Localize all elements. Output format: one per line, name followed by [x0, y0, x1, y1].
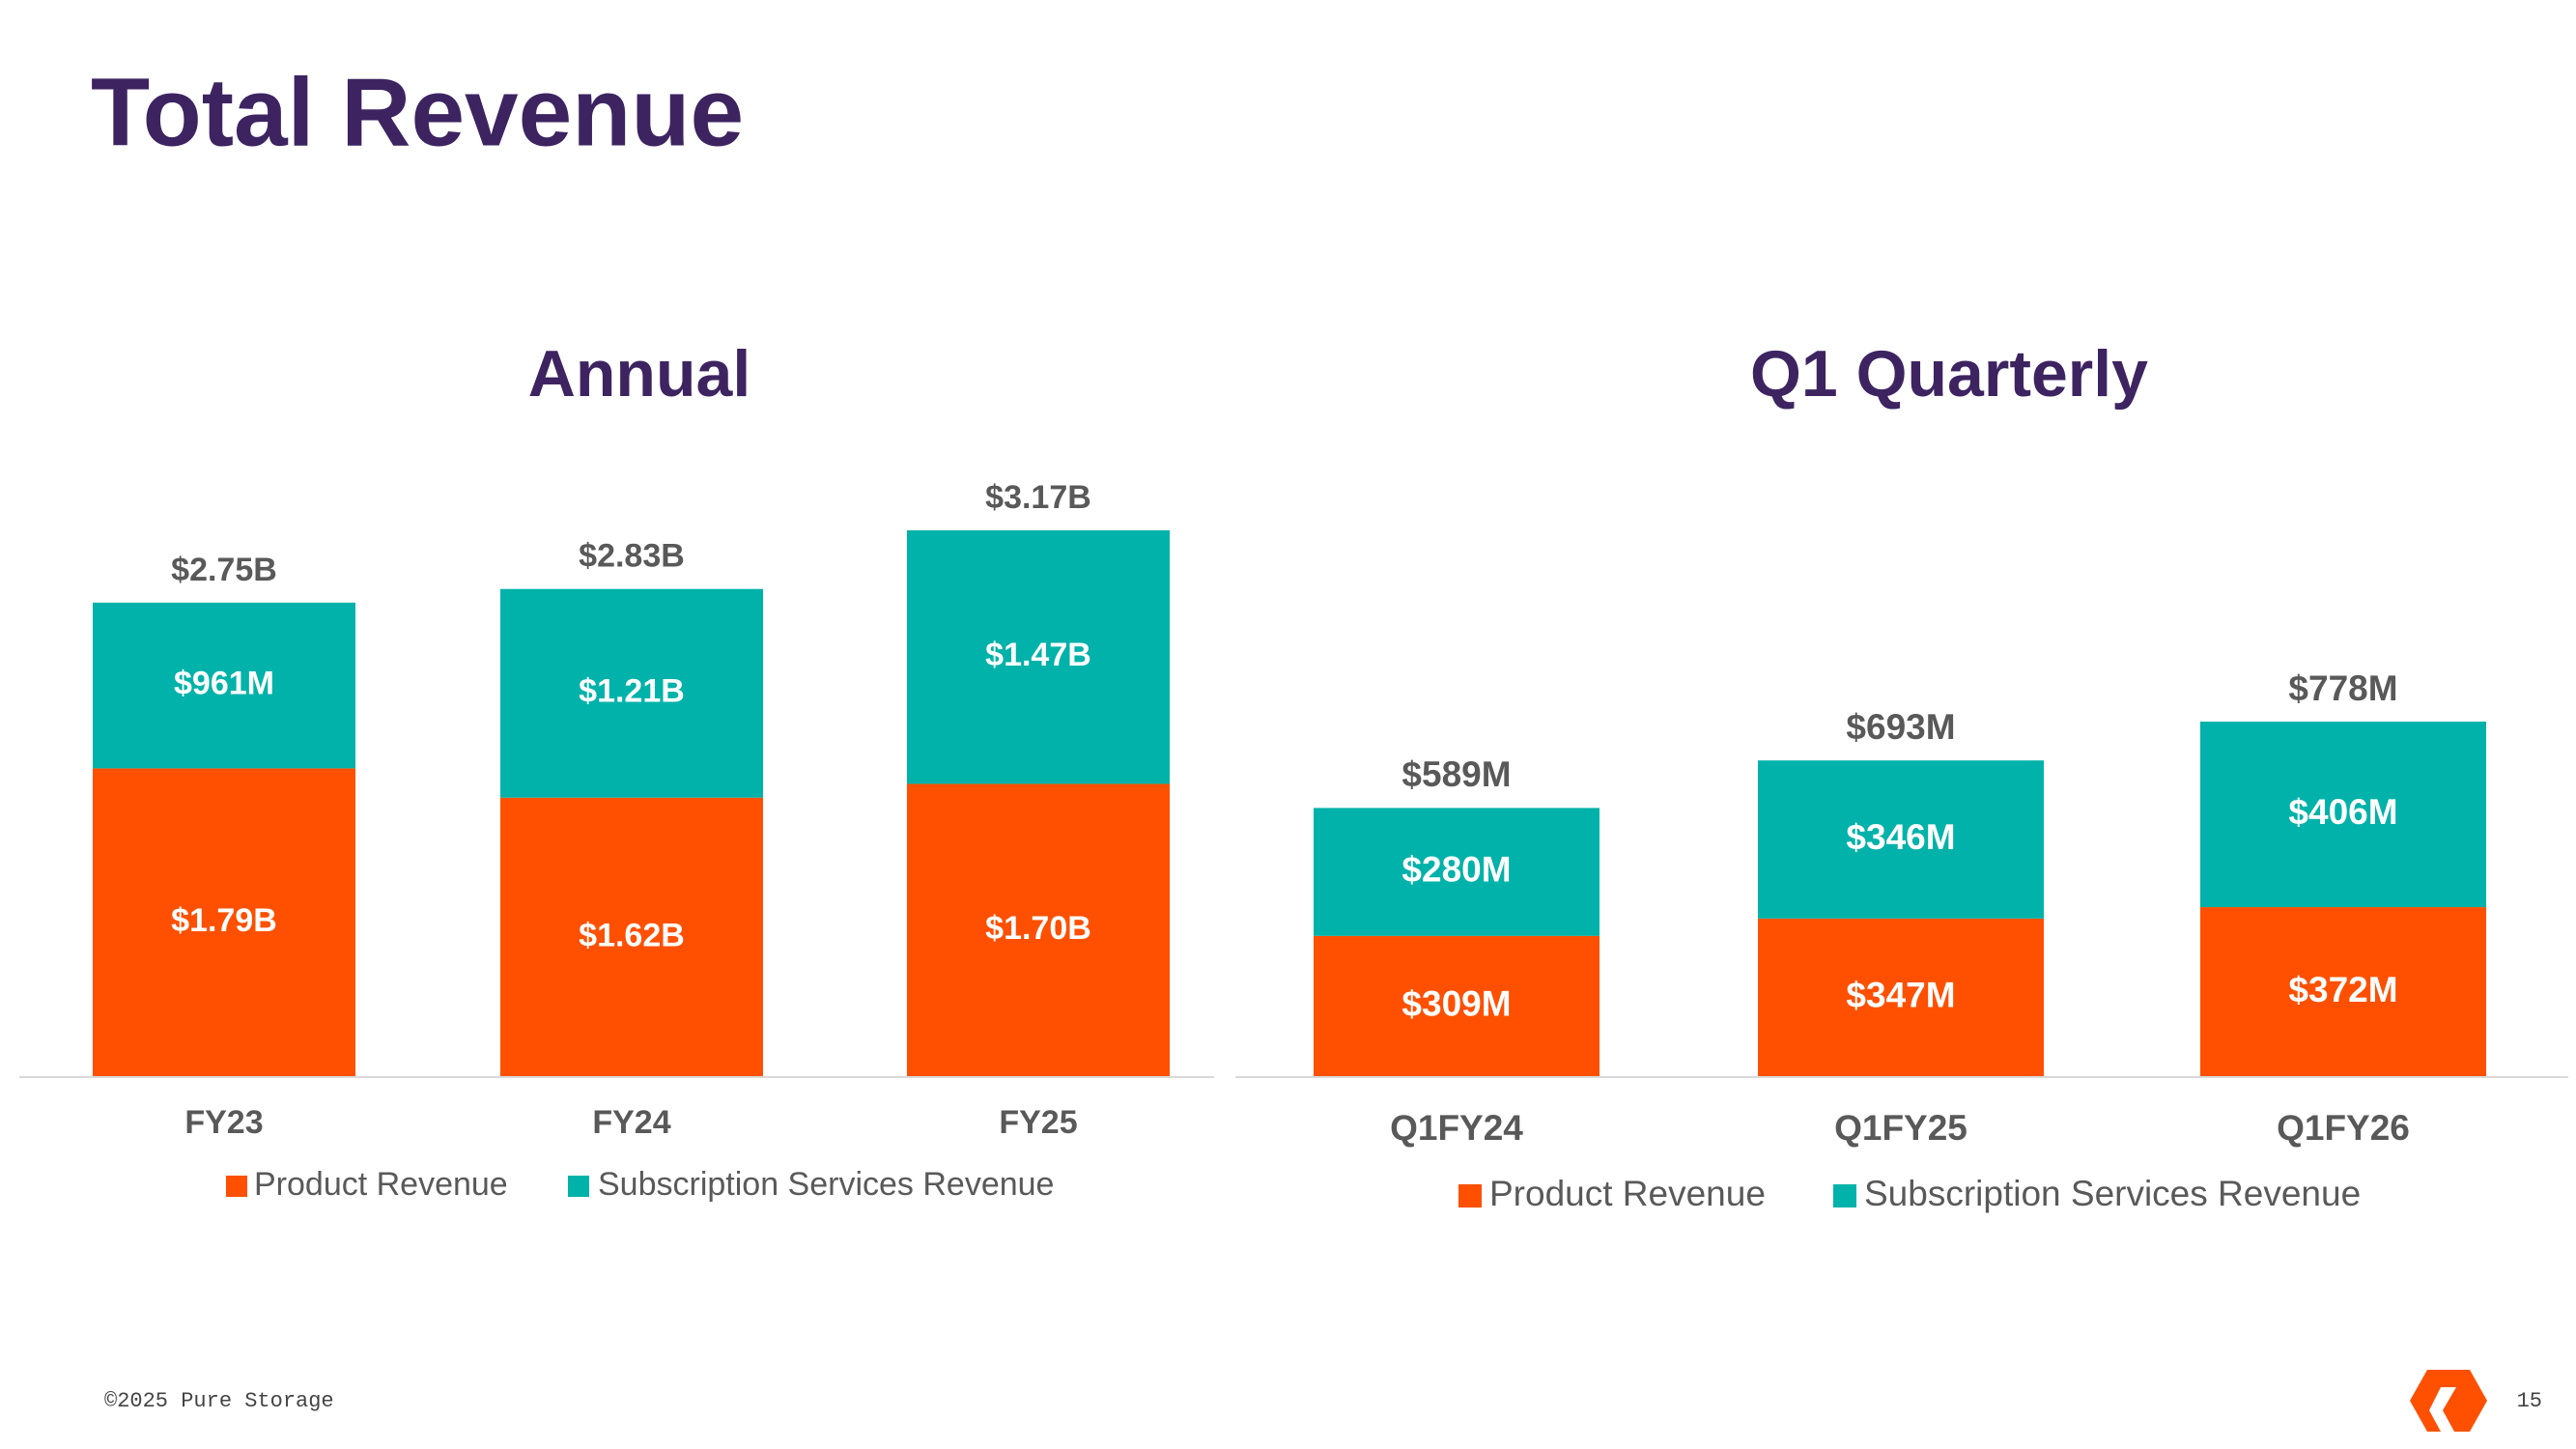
x-tick-label: FY23: [184, 1104, 263, 1141]
legend-swatch: [1833, 1184, 1856, 1208]
legend-label: Product Revenue: [1489, 1174, 1766, 1213]
segment-label: $347M: [1846, 976, 1955, 1015]
total-label: $589M: [1401, 754, 1511, 794]
bar-segment: [500, 588, 763, 798]
bar-segment: [93, 768, 355, 1077]
segment-label: $1.62B: [579, 917, 685, 953]
segment-label: $372M: [2288, 970, 2397, 1009]
segment-label: $346M: [1846, 817, 1955, 857]
chart: Annual $1.79B $961M $2.75B FY23 $1.62B $1.21B $…: [19, 337, 1214, 1203]
bar-segment: [500, 797, 763, 1077]
x-tick-label: Q1FY25: [1834, 1108, 1967, 1148]
total-label: $778M: [2288, 668, 2397, 708]
total-label: $2.75B: [171, 552, 277, 588]
total-label: $693M: [1846, 707, 1955, 747]
bar-segment: [1758, 918, 2044, 1077]
segment-label: $1.47B: [985, 637, 1091, 673]
segment-label: $280M: [1401, 849, 1511, 889]
bar-segment: [907, 530, 1170, 784]
legend-label: Subscription Services Revenue: [1864, 1174, 2361, 1213]
slide-title: Total Revenue: [91, 58, 744, 166]
x-tick-label: FY24: [592, 1104, 670, 1141]
page-number: 15: [2517, 1389, 2542, 1413]
x-tick-label: Q1FY24: [1390, 1108, 1523, 1148]
segment-label: $406M: [2288, 792, 2397, 832]
bar-segment: [2200, 722, 2486, 908]
bar-segment: [1314, 808, 1599, 936]
bar-segment: [93, 602, 355, 769]
bar-segment: [907, 783, 1170, 1077]
legend-label: Subscription Services Revenue: [598, 1166, 1054, 1203]
x-tick-label: Q1FY26: [2277, 1108, 2410, 1148]
chart-title: Annual: [528, 337, 750, 411]
segment-label: $1.70B: [985, 910, 1091, 947]
segment-label: $1.79B: [171, 902, 277, 939]
footer-copyright: ©2025 Pure Storage: [104, 1389, 334, 1413]
legend-label: Product Revenue: [254, 1166, 508, 1203]
total-label: $3.17B: [985, 479, 1091, 516]
bar-segment: [2200, 907, 2486, 1077]
chart: Q1 Quarterly $309M $280M $589M Q1FY24 $347M $3…: [1235, 337, 2568, 1213]
legend-swatch: [1458, 1184, 1482, 1208]
chart-title: Q1 Quarterly: [1750, 337, 2148, 411]
total-label: $2.83B: [579, 538, 685, 575]
legend-swatch: [226, 1176, 247, 1197]
segment-label: $961M: [174, 666, 274, 702]
logo-shape: [2410, 1370, 2487, 1432]
logo: [2410, 1370, 2487, 1432]
legend-swatch: [568, 1176, 589, 1197]
bar-segment: [1314, 935, 1599, 1077]
segment-label: $309M: [1401, 984, 1511, 1024]
bar-segment: [1758, 760, 2044, 919]
x-tick-label: FY25: [999, 1104, 1077, 1141]
segment-label: $1.21B: [579, 673, 685, 710]
